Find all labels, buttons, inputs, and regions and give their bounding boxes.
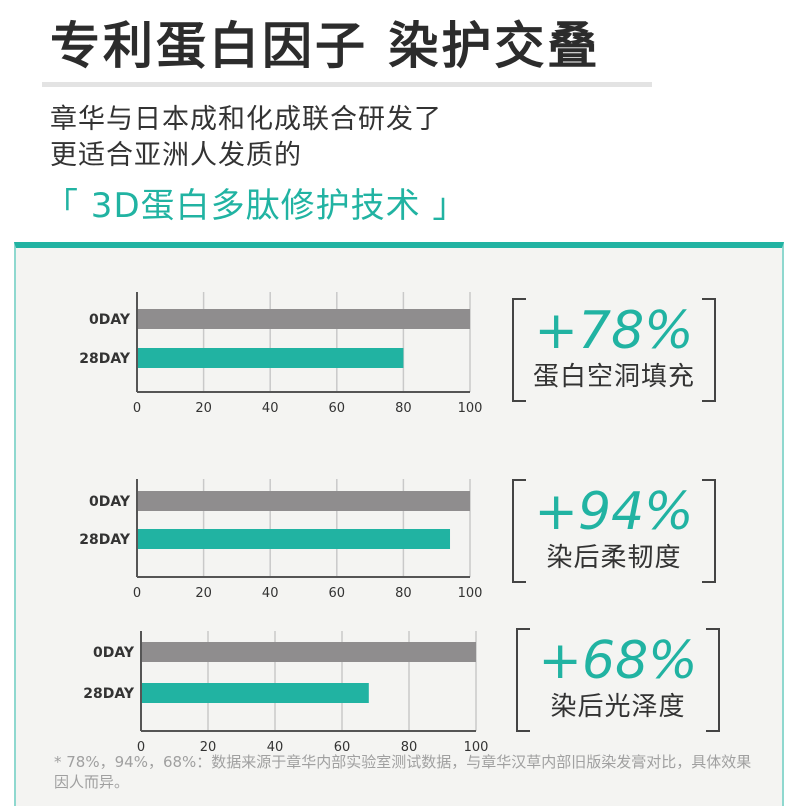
subtitle-line-1: 章华与日本成和化成联合研发了 bbox=[50, 104, 442, 135]
category-label: 28DAY bbox=[79, 351, 131, 367]
bar-0day bbox=[137, 309, 470, 329]
x-tick-label: 100 bbox=[464, 740, 489, 755]
bar-0day bbox=[141, 642, 476, 662]
x-tick-label: 60 bbox=[334, 740, 351, 755]
category-label: 28DAY bbox=[79, 532, 131, 548]
title-underline bbox=[42, 82, 652, 87]
x-tick-label: 0 bbox=[137, 740, 145, 755]
x-tick-label: 40 bbox=[262, 401, 279, 416]
bar-28day bbox=[137, 348, 404, 368]
stat-box-shine: +68% 染后光泽度 bbox=[516, 628, 720, 732]
x-tick-label: 80 bbox=[401, 740, 418, 755]
bar-28day bbox=[141, 683, 369, 703]
bar-chart-flexibility: 0DAY 28DAY 0 20 40 60 80 100 bbox=[79, 479, 483, 601]
results-panel bbox=[14, 242, 784, 806]
bar-0day bbox=[137, 491, 470, 511]
x-tick-label: 20 bbox=[200, 740, 217, 755]
x-tick-label: 80 bbox=[395, 586, 412, 601]
category-label: 28DAY bbox=[83, 686, 135, 702]
subtitle-line-2: 更适合亚洲人发质的 bbox=[50, 140, 302, 171]
stat-value: +78% bbox=[534, 301, 694, 361]
bracket-left bbox=[512, 298, 526, 402]
stat-value: +68% bbox=[538, 631, 698, 691]
x-tick-label: 20 bbox=[195, 586, 212, 601]
x-tick-label: 60 bbox=[329, 586, 346, 601]
x-tick-label: 40 bbox=[262, 586, 279, 601]
x-tick-label: 0 bbox=[133, 401, 141, 416]
stat-label: 染后柔韧度 bbox=[546, 543, 682, 573]
stat-label: 蛋白空洞填充 bbox=[532, 362, 695, 392]
bracket-left bbox=[516, 628, 530, 732]
bracket-right bbox=[706, 628, 720, 732]
x-tick-label: 0 bbox=[133, 586, 141, 601]
bar-chart-shine: 0DAY 28DAY 0 20 40 60 80 100 bbox=[83, 631, 489, 755]
technology-name: 「 3D蛋白多肽修护技术 」 bbox=[44, 186, 468, 226]
bar-chart-protein-fill: 0DAY 28DAY 0 20 40 60 80 100 bbox=[79, 292, 483, 416]
bracket-left bbox=[512, 479, 526, 583]
x-tick-label: 20 bbox=[195, 401, 212, 416]
stat-label: 染后光泽度 bbox=[550, 692, 686, 722]
stat-box-protein-fill: +78% 蛋白空洞填充 bbox=[512, 298, 716, 402]
x-tick-label: 100 bbox=[458, 401, 483, 416]
bracket-right bbox=[702, 479, 716, 583]
bar-28day bbox=[137, 529, 451, 549]
bracket-right bbox=[702, 298, 716, 402]
x-tick-label: 60 bbox=[329, 401, 346, 416]
stat-box-flexibility: +94% 染后柔韧度 bbox=[512, 479, 716, 583]
category-label: 0DAY bbox=[93, 645, 135, 661]
x-tick-label: 40 bbox=[267, 740, 284, 755]
x-tick-label: 80 bbox=[395, 401, 412, 416]
category-label: 0DAY bbox=[89, 312, 131, 328]
x-tick-label: 100 bbox=[458, 586, 483, 601]
page-title: 专利蛋白因子 染护交叠 bbox=[50, 17, 601, 75]
stat-value: +94% bbox=[534, 482, 694, 542]
footnote: * 78%，94%，68%：数据来源于章华内部实验室测试数据，与章华汉草内部旧版… bbox=[54, 753, 752, 791]
category-label: 0DAY bbox=[89, 494, 131, 510]
